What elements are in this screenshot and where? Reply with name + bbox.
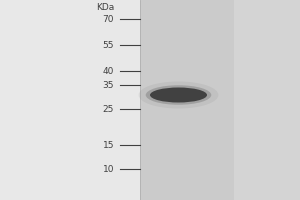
Text: 35: 35	[103, 81, 114, 90]
Text: KDa: KDa	[96, 2, 114, 11]
Text: 15: 15	[103, 140, 114, 149]
Text: 10: 10	[103, 164, 114, 173]
Ellipse shape	[146, 85, 211, 105]
Text: 25: 25	[103, 104, 114, 114]
Bar	[234, 0, 300, 200]
Text: 40: 40	[103, 66, 114, 75]
Ellipse shape	[150, 88, 207, 102]
Ellipse shape	[139, 82, 218, 108]
Bar	[140, 0, 234, 200]
Text: 70: 70	[103, 15, 114, 23]
Text: 55: 55	[103, 40, 114, 49]
Bar	[0, 0, 140, 200]
